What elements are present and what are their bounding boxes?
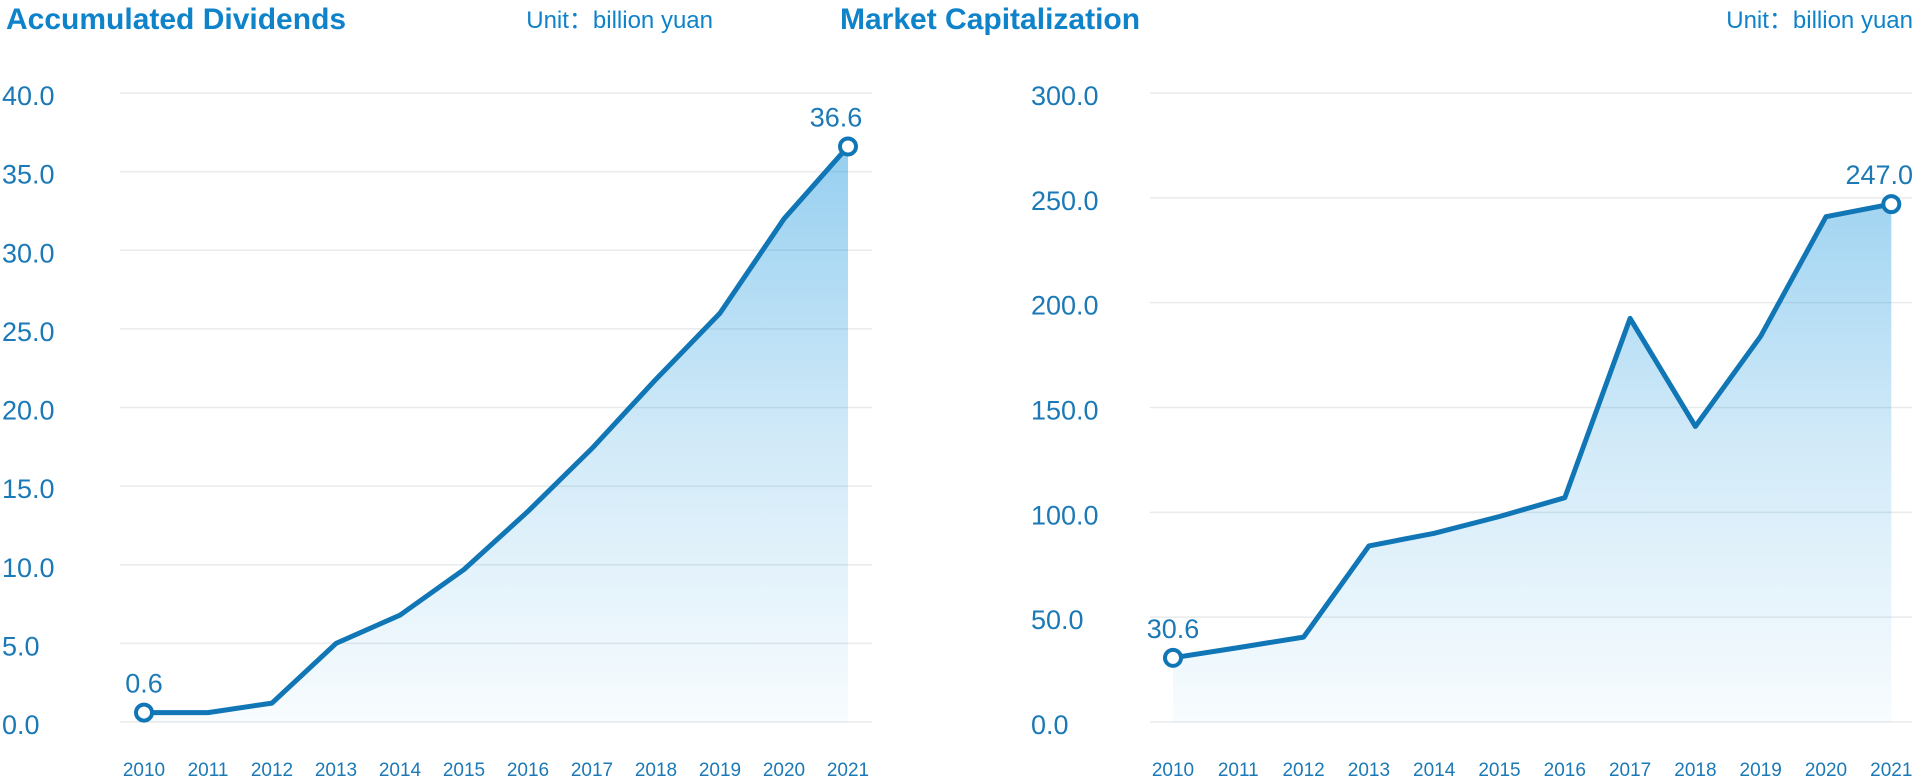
area-fill (1173, 204, 1892, 723)
trend-line (141, 144, 851, 716)
data-point-marker (1163, 647, 1183, 668)
x-axis-label: 2015 (1478, 760, 1520, 780)
y-axis-label: 250.0 (1031, 186, 1099, 216)
left-chart-title: Accumulated Dividends (6, 3, 347, 36)
last-point-label: 247.0 (1846, 160, 1914, 190)
area-fill (144, 146, 848, 722)
y-axis-label: 35.0 (2, 160, 55, 190)
x-axis-label: 2019 (1740, 760, 1782, 780)
x-axis-label: 2016 (1544, 760, 1586, 780)
x-axis-label: 2018 (635, 760, 677, 780)
x-axis-label: 2017 (1609, 760, 1651, 780)
x-axis-label: 2013 (1348, 760, 1390, 780)
y-axis-label: 25.0 (2, 317, 55, 347)
first-point-label: 30.6 (1147, 614, 1200, 644)
x-axis-label: 2011 (188, 760, 229, 780)
x-axis-label: 2012 (1282, 760, 1324, 780)
y-axis-label: 0.0 (2, 710, 40, 740)
data-point-marker (1881, 194, 1902, 215)
x-axis-label: 2015 (443, 760, 485, 780)
x-axis-label: 2021 (827, 760, 869, 780)
x-axis-label: 2021 (1870, 760, 1912, 780)
y-axis-label: 15.0 (2, 474, 55, 504)
y-axis-label: 10.0 (2, 553, 55, 583)
x-axis-label: 2010 (123, 760, 165, 780)
y-axis-label: 20.0 (2, 396, 55, 426)
y-axis-label: 5.0 (2, 631, 40, 661)
data-point-marker (134, 702, 154, 723)
right-unit-label: Unit：billion yuan (1726, 7, 1913, 34)
x-axis-label: 2014 (379, 760, 422, 780)
x-axis-label: 2018 (1674, 760, 1716, 780)
x-axis-label: 2017 (571, 760, 613, 780)
y-axis-label: 40.0 (2, 81, 55, 111)
last-point-label: 36.6 (810, 102, 863, 132)
y-axis-label: 0.0 (1031, 710, 1069, 740)
left-unit-label: Unit：billion yuan (526, 7, 713, 34)
x-axis-label: 2014 (1413, 760, 1456, 780)
y-axis-label: 150.0 (1031, 396, 1099, 426)
x-axis-label: 2020 (1805, 760, 1847, 780)
accumulated-dividends-chart: 0.0 5.0 10.0 15.0 20.0 25.0 30.0 35.0 40.0 2010 20… (2, 81, 872, 780)
first-point-label: 0.6 (125, 669, 163, 699)
data-point-marker (838, 136, 858, 157)
x-axis-label: 2011 (1218, 760, 1259, 780)
market-capitalization-chart: 0.0 50.0 100.0 150.0 200.0 250.0 300.0 2010 2011… (1031, 81, 1914, 780)
y-axis-label: 300.0 (1031, 81, 1099, 111)
y-axis-label: 100.0 (1031, 500, 1099, 530)
x-axis-label: 2012 (251, 760, 293, 780)
y-axis-label: 200.0 (1031, 291, 1099, 321)
trend-line (1170, 201, 1894, 661)
x-axis-label: 2010 (1152, 760, 1194, 780)
x-axis-label: 2013 (315, 760, 357, 780)
x-axis-label: 2019 (699, 760, 741, 780)
y-axis-label: 50.0 (1031, 605, 1084, 635)
y-axis-label: 30.0 (2, 238, 55, 268)
x-axis-label: 2020 (763, 760, 805, 780)
right-chart-title: Market Capitalization (840, 3, 1141, 36)
x-axis-label: 2016 (507, 760, 549, 780)
